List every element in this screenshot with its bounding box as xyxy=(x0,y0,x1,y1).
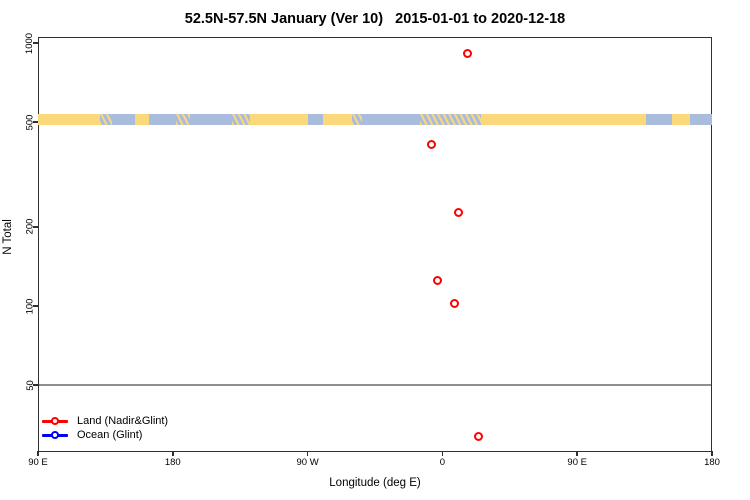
legend: Land (Nadir&Glint) Ocean (Glint) xyxy=(42,414,168,442)
map-band-segment-ocean xyxy=(362,114,421,125)
map-band-segment-land xyxy=(38,114,100,125)
map-band-segment-ocean xyxy=(190,114,233,125)
map-band-segment-land xyxy=(323,114,353,125)
land-series-marker-icon xyxy=(42,417,68,426)
y-tick-label: 500 xyxy=(20,102,40,142)
y-tick-label-text: 1000 xyxy=(24,32,36,54)
map-band-segment-mix xyxy=(176,114,191,125)
x-tick-mark xyxy=(306,451,309,456)
y-tick-label-text: 50 xyxy=(24,379,36,391)
open-circle-icon xyxy=(51,431,59,439)
y-tick-mark xyxy=(33,121,38,123)
y-tick-mark xyxy=(33,42,38,44)
map-band xyxy=(38,114,712,125)
y-axis-title-text: N Total xyxy=(2,219,14,255)
map-band-segment-ocean xyxy=(112,114,136,125)
ocean-series-marker-icon xyxy=(42,431,68,440)
map-band-segment-mix xyxy=(100,114,113,125)
x-tick-label: 180 xyxy=(704,457,720,468)
legend-item-ocean: Ocean (Glint) xyxy=(42,428,168,442)
x-tick-mark xyxy=(441,451,444,456)
map-band-segment-ocean xyxy=(308,114,324,125)
map-band-segment-mix xyxy=(420,114,481,125)
y-tick-mark xyxy=(33,384,38,386)
map-band-segment-ocean xyxy=(645,114,673,125)
legend-item-land: Land (Nadir&Glint) xyxy=(42,414,168,428)
map-band-segment-land xyxy=(250,114,309,125)
map-band-segment-ocean xyxy=(689,114,712,125)
y-axis-title: N Total xyxy=(0,197,19,277)
reference-line-50 xyxy=(39,384,711,386)
data-point xyxy=(427,140,437,150)
map-band-segment-land xyxy=(480,114,646,125)
y-tick-label: 100 xyxy=(20,286,40,326)
y-tick-mark xyxy=(33,226,38,228)
y-tick-label: 1000 xyxy=(20,23,40,63)
x-axis-title: Longitude (deg E) xyxy=(329,477,421,489)
x-tick-mark xyxy=(37,451,39,456)
x-tick-label: 0 xyxy=(439,457,446,468)
x-tick-label: 90 E xyxy=(28,457,48,468)
chart-title: 52.5N-57.5N January (Ver 10) 2015-01-01 … xyxy=(184,11,566,27)
map-band-segment-mix xyxy=(232,114,251,125)
y-tick-label-text: 200 xyxy=(24,218,36,235)
data-point xyxy=(449,299,459,309)
data-point xyxy=(454,207,464,217)
map-band-segment-mix xyxy=(352,114,363,125)
map-band-segment-land xyxy=(672,114,690,125)
x-tick-mark xyxy=(576,451,578,456)
y-tick-label-text: 500 xyxy=(24,114,36,131)
data-point xyxy=(433,276,443,285)
y-tick-label: 50 xyxy=(20,365,40,405)
y-tick-label-text: 100 xyxy=(24,298,36,314)
x-tick-mark xyxy=(172,451,174,456)
x-tick-label: 90 E xyxy=(567,457,587,468)
map-band-segment-ocean xyxy=(149,114,177,125)
map-band-segment-land xyxy=(135,114,150,125)
data-point xyxy=(463,48,473,58)
data-point xyxy=(473,431,483,441)
open-circle-icon xyxy=(51,417,59,425)
x-tick-mark xyxy=(711,451,713,456)
y-tick-mark xyxy=(33,305,38,307)
y-tick-label: 200 xyxy=(20,207,40,247)
legend-item-label: Land (Nadir&Glint) xyxy=(77,415,169,427)
x-tick-label: 180 xyxy=(164,457,181,468)
legend-item-label: Ocean (Glint) xyxy=(77,429,143,441)
x-tick-label: 90 W xyxy=(296,457,319,468)
plot-area xyxy=(38,37,712,452)
